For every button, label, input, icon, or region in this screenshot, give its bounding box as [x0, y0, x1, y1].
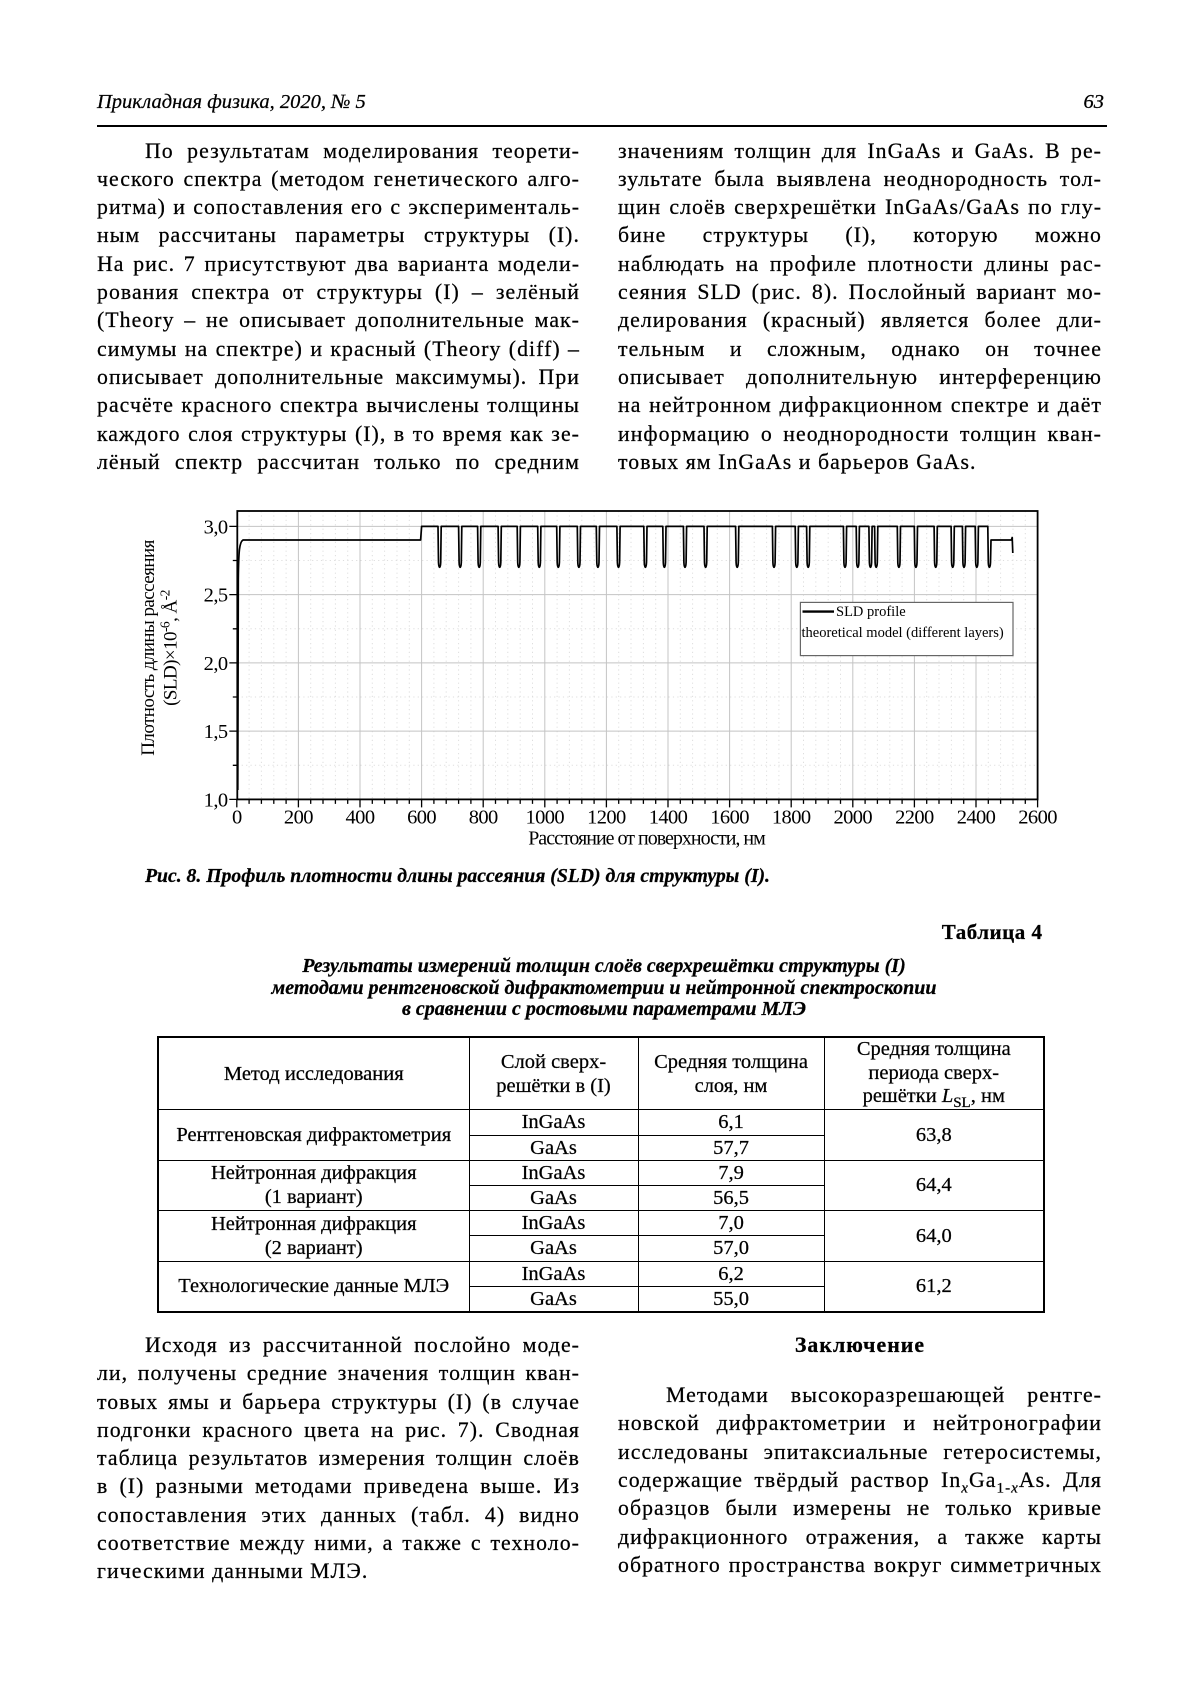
svg-text:2,0: 2,0	[204, 653, 228, 675]
svg-text:2200: 2200	[895, 806, 934, 828]
svg-text:Плотность длины рассеяния: Плотность длины рассеяния	[138, 539, 159, 755]
svg-text:1400: 1400	[649, 806, 688, 828]
svg-text:1200: 1200	[587, 806, 626, 828]
svg-text:2,5: 2,5	[204, 585, 228, 607]
svg-text:1600: 1600	[710, 806, 749, 828]
svg-text:0: 0	[232, 806, 242, 828]
svg-text:(SLD)×10-6, Å-2: (SLD)×10-6, Å-2	[157, 590, 182, 706]
svg-text:1,0: 1,0	[204, 789, 228, 811]
svg-text:theoretical model (different l: theoretical model (different layers)	[802, 625, 1004, 641]
svg-text:2600: 2600	[1018, 806, 1057, 828]
svg-text:1,5: 1,5	[204, 721, 228, 743]
svg-text:1800: 1800	[772, 806, 811, 828]
svg-text:600: 600	[407, 806, 436, 828]
svg-text:800: 800	[469, 806, 498, 828]
svg-text:2000: 2000	[833, 806, 872, 828]
svg-text:200: 200	[284, 806, 313, 828]
svg-text:SLD profile: SLD profile	[836, 604, 906, 620]
svg-text:Расстояние от поверхности, нм: Расстояние от поверхности, нм	[528, 828, 766, 850]
svg-text:1000: 1000	[525, 806, 564, 828]
svg-text:2400: 2400	[957, 806, 996, 828]
svg-text:3,0: 3,0	[204, 516, 228, 538]
svg-text:400: 400	[346, 806, 375, 828]
